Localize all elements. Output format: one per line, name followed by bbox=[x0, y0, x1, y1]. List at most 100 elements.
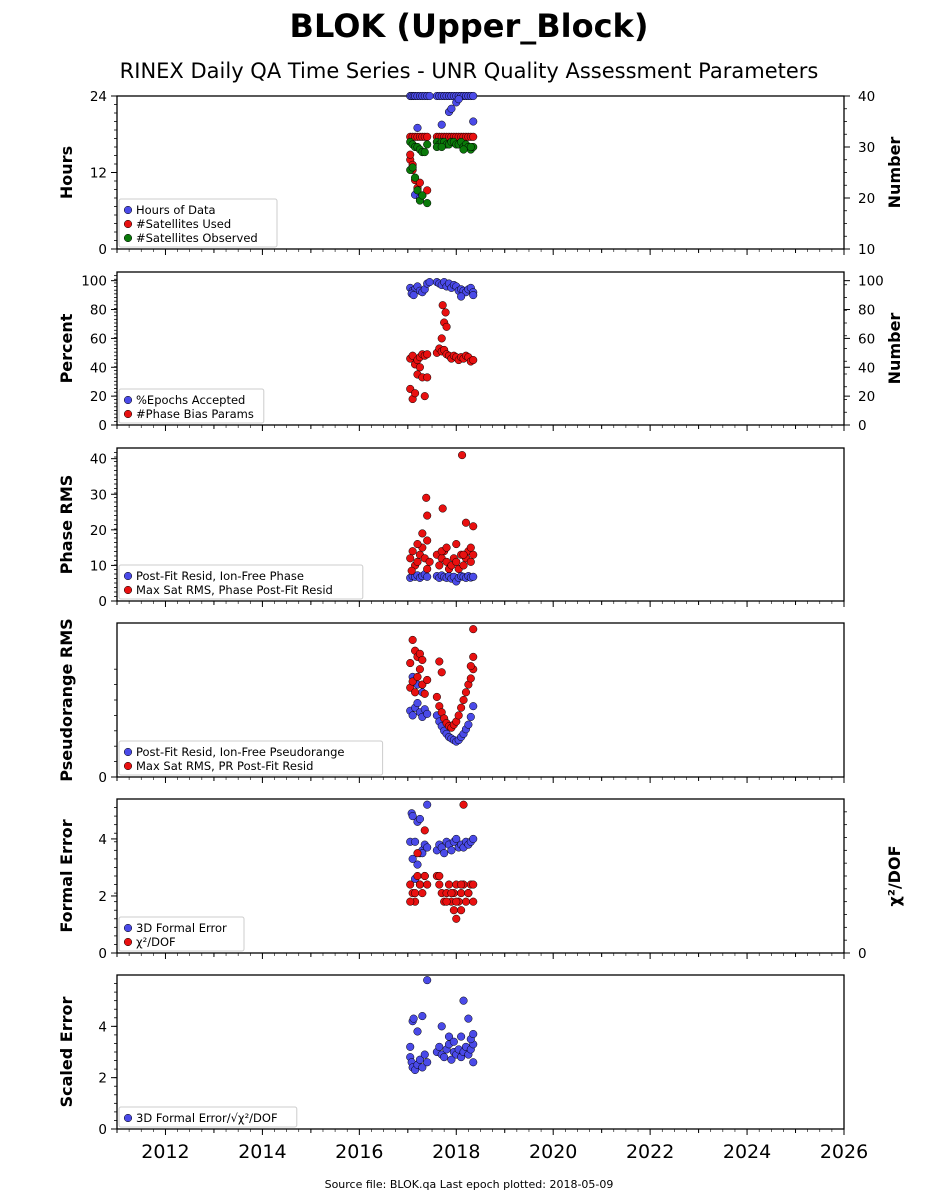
figure-footer: Source file: BLOK.qa Last epoch plotted:… bbox=[325, 1178, 614, 1191]
data-point bbox=[408, 711, 417, 720]
legend-marker bbox=[123, 205, 133, 215]
data-point bbox=[420, 871, 429, 881]
y-tick-label: 2 bbox=[98, 889, 107, 905]
legend: Hours of Data#Satellites Used#Satellites… bbox=[118, 198, 278, 248]
data-point bbox=[423, 880, 432, 889]
legend-box bbox=[118, 564, 364, 600]
data-point bbox=[435, 871, 444, 881]
data-point bbox=[423, 536, 432, 545]
data-point bbox=[408, 547, 417, 556]
data-point bbox=[415, 880, 424, 889]
y-tick-label: 0 bbox=[98, 418, 107, 434]
y-tick-label: 40 bbox=[90, 360, 107, 376]
y-tick-label: 2 bbox=[98, 1071, 107, 1087]
legend-marker bbox=[123, 747, 133, 757]
data-point bbox=[409, 291, 418, 300]
data-point bbox=[423, 199, 432, 208]
data-point bbox=[469, 652, 478, 661]
x-axis: 2012 2014 2016 2018 2020 2022 2024 2026 bbox=[141, 1141, 868, 1163]
data-point bbox=[459, 996, 468, 1005]
data-point bbox=[459, 145, 468, 154]
y-right-tick-label: 40 bbox=[858, 89, 875, 105]
data-point bbox=[464, 889, 473, 898]
data-point bbox=[442, 897, 451, 906]
data-point bbox=[438, 301, 447, 310]
data-point bbox=[420, 689, 429, 698]
data-point bbox=[415, 178, 424, 187]
x-tick-label: 2012 bbox=[141, 1141, 189, 1163]
y-tick-label: 20 bbox=[90, 389, 107, 405]
series-red bbox=[406, 800, 478, 923]
y-tick-label: 24 bbox=[90, 89, 107, 105]
data-point bbox=[466, 543, 475, 552]
y-right-tick-label: 80 bbox=[858, 303, 875, 319]
data-point bbox=[461, 688, 471, 697]
data-point bbox=[418, 1012, 427, 1021]
data-point bbox=[440, 849, 449, 858]
legend-label: %Epochs Accepted bbox=[136, 393, 245, 407]
data-point bbox=[447, 1055, 456, 1064]
series-red bbox=[406, 301, 478, 404]
series-red bbox=[406, 625, 478, 732]
data-point bbox=[422, 493, 431, 502]
data-point bbox=[466, 142, 475, 152]
data-point bbox=[457, 1032, 466, 1041]
data-point bbox=[425, 278, 434, 287]
y-axis-label-right: Number bbox=[885, 137, 904, 209]
panel-4: 0 Pseudorange RMS Post-Fit Resid, Ion-Free… bbox=[57, 618, 845, 786]
data-point bbox=[423, 843, 432, 852]
y-axis-label: Formal Error bbox=[57, 819, 76, 932]
y-tick-label: 0 bbox=[98, 594, 107, 610]
data-point bbox=[423, 564, 432, 574]
data-point bbox=[418, 529, 427, 538]
data-point bbox=[406, 897, 415, 906]
series-blue bbox=[406, 800, 478, 883]
data-point bbox=[438, 504, 447, 513]
y-right-tick-label: 40 bbox=[858, 360, 875, 376]
data-point bbox=[452, 834, 461, 843]
data-point bbox=[457, 889, 466, 898]
legend-marker bbox=[123, 923, 133, 933]
legend-label: 3D Formal Error bbox=[136, 921, 227, 935]
legend-marker bbox=[123, 219, 133, 229]
panel-2: 0 20 40 60 80 100 0 20 40 60 80 100 Percent Number %Ep… bbox=[57, 271, 904, 434]
legend-box bbox=[118, 916, 245, 952]
data-point bbox=[420, 392, 429, 401]
data-point bbox=[423, 140, 432, 149]
data-point bbox=[423, 976, 432, 985]
data-point bbox=[469, 702, 478, 711]
data-point bbox=[423, 675, 432, 685]
data-point bbox=[452, 540, 461, 549]
data-point bbox=[469, 625, 478, 634]
data-point bbox=[425, 557, 434, 566]
legend: Post-Fit Resid, Ion-Free PseudorangeMax … bbox=[118, 740, 384, 776]
data-point bbox=[452, 557, 461, 566]
data-point bbox=[413, 871, 422, 881]
data-point bbox=[408, 635, 417, 644]
data-point bbox=[435, 561, 444, 570]
y-axis-label: Scaled Error bbox=[57, 997, 76, 1108]
legend-marker bbox=[123, 585, 133, 595]
data-point bbox=[459, 695, 468, 705]
data-point bbox=[435, 880, 444, 889]
y-tick-label: 40 bbox=[90, 452, 107, 468]
data-point bbox=[406, 1042, 415, 1051]
data-point bbox=[452, 897, 461, 906]
data-point bbox=[442, 543, 451, 552]
y-tick-label: 4 bbox=[98, 1019, 107, 1035]
data-point bbox=[408, 854, 417, 863]
y-tick-label: 0 bbox=[98, 1122, 107, 1138]
y-axis-label-right: Number bbox=[885, 313, 904, 385]
panel-6: 0 2 4 Scaled Error 3D Formal Error/√χ²/DOF bbox=[57, 974, 845, 1138]
data-point bbox=[413, 849, 422, 858]
data-point bbox=[435, 657, 444, 666]
data-point bbox=[454, 95, 463, 104]
series-blue bbox=[406, 278, 478, 301]
data-point bbox=[466, 712, 475, 721]
legend-marker bbox=[123, 395, 133, 405]
data-point bbox=[423, 800, 432, 809]
legend: %Epochs Accepted#Phase Bias Params bbox=[118, 388, 265, 424]
legend: 3D Formal Error/√χ²/DOF bbox=[118, 1106, 298, 1128]
series-green bbox=[406, 137, 478, 208]
